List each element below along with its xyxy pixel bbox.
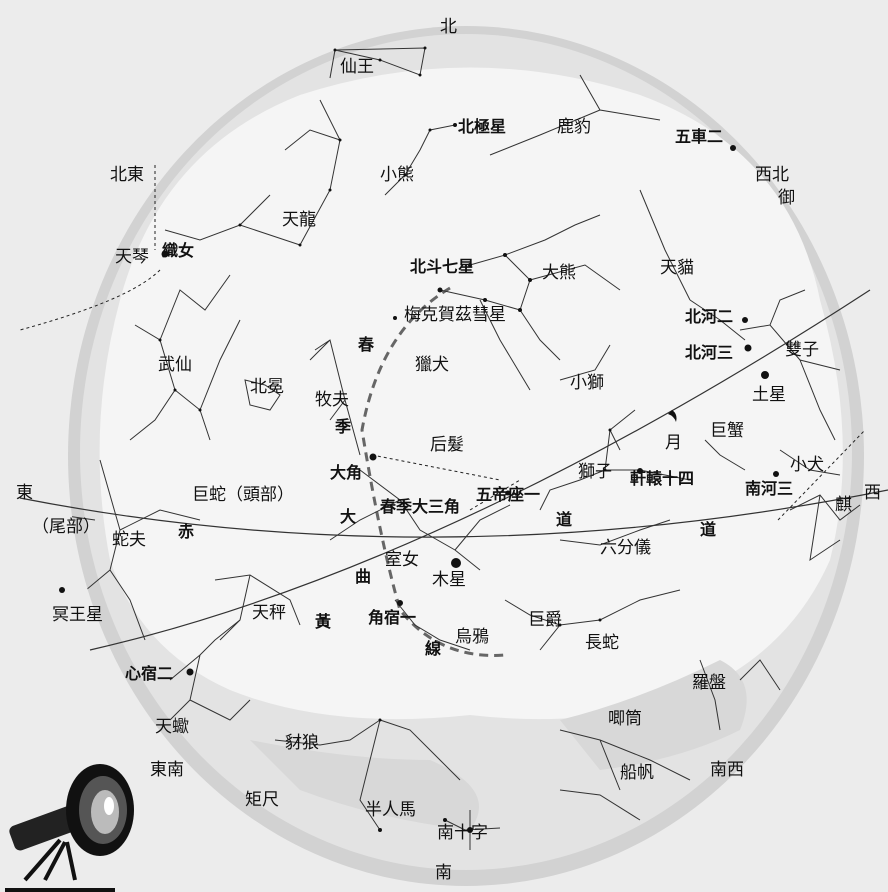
label-castor: 北河二 [685, 307, 733, 326]
northwest-label: 西北 [755, 165, 789, 185]
label-antares: 心宿二 [125, 664, 173, 683]
spring-curve-char-4: 曲 [355, 567, 371, 586]
label-moon: 月 [665, 433, 682, 453]
label-comet: 梅克賀茲彗星 [404, 305, 506, 325]
label-jupiter: 木星 [432, 570, 466, 590]
dashed-lines [19, 165, 866, 521]
label-denebola: 五帝座一 [476, 485, 540, 504]
label-capella: 五車二 [675, 127, 723, 146]
label-draco: 天龍 [282, 210, 316, 230]
label-norma: 矩尺 [245, 790, 279, 810]
label-polaris: 北極星 [458, 117, 506, 136]
star-labels: 北極星 五車二 織女 北斗七星 北河二 北河三 南河三 軒轅十四 五帝座一 大角… [125, 117, 793, 683]
moon-marker [668, 410, 677, 422]
label-bootes: 牧夫 [315, 390, 349, 410]
label-cancer: 巨蟹 [710, 421, 744, 441]
label-sextans: 六分儀 [600, 538, 651, 558]
northeast-label: 北東 [110, 165, 144, 185]
label-corona-borealis: 北冕 [250, 377, 284, 397]
label-antlia: 唧筒 [608, 709, 642, 729]
label-procyon: 南河三 [745, 479, 793, 498]
spring-curve-char-3: 大 [340, 507, 356, 526]
label-leo: 獅子 [578, 462, 612, 482]
label-scorpius: 天蠍 [155, 717, 189, 737]
label-pyxis: 羅盤 [692, 673, 726, 693]
label-arcturus: 大角 [330, 463, 362, 482]
label-hercules: 武仙 [158, 355, 192, 375]
spring-curve-char-1: 春 [357, 335, 375, 354]
spring-curve-char-2: 季 [334, 417, 352, 436]
label-corvus: 烏鴉 [455, 627, 489, 647]
ecliptic-char-1: 黃 [314, 612, 331, 631]
spring-curve [360, 286, 506, 657]
label-serpens-cauda: （尾部） [32, 517, 100, 537]
ecliptic-char-4: 道 [700, 520, 716, 539]
ecliptic-char-2: 赤 [178, 522, 194, 541]
constellation-labels: 仙王 小熊 鹿豹 天龍 大熊 天貓 獵犬 小獅 武仙 北冕 牧夫 后髮 雙子 巨… [32, 57, 852, 843]
label-libra: 天秤 [252, 603, 286, 623]
label-ursa-minor: 小熊 [380, 165, 414, 185]
label-coma-berenices: 后髮 [430, 435, 464, 455]
label-spring-triangle: 春季大三角 [379, 497, 460, 516]
label-gemini: 雙子 [785, 340, 819, 360]
label-pluto: 冥王星 [52, 605, 103, 625]
star-dots [59, 46, 779, 833]
label-serpens-caput: 巨蛇（頭部） [192, 485, 294, 505]
southwest-label: 南西 [710, 760, 744, 780]
label-centaurus: 半人馬 [365, 800, 416, 820]
sky-dome [68, 26, 864, 886]
label-vela: 船帆 [620, 763, 654, 783]
label-lyra: 天琴 [115, 247, 149, 267]
label-saturn: 土星 [752, 385, 786, 405]
label-monoceros: 麒 [835, 495, 852, 515]
label-canes-venatici: 獵犬 [415, 355, 449, 375]
label-crux: 南十字 [437, 823, 488, 843]
east-label: 東 [16, 483, 33, 503]
misc-labels: 春季大三角 梅克賀茲彗星 春 季 大 曲 線 土星 木星 冥王星 月 黃 赤 道… [52, 305, 786, 658]
label-cepheus: 仙王 [340, 57, 374, 77]
label-ophiuchus: 蛇夫 [112, 530, 146, 550]
label-camelopardalis: 鹿豹 [557, 117, 591, 137]
direction-labels: 北 南 東 西 北東 西北 東南 南西 [16, 17, 881, 883]
south-label: 南 [435, 863, 452, 883]
label-lupus: 豺狼 [285, 733, 319, 753]
label-canis-minor: 小犬 [790, 455, 824, 475]
ecliptic-char-3: 道 [556, 510, 572, 529]
label-ursa-major: 大熊 [542, 263, 576, 283]
spring-curve-char-5: 線 [425, 639, 441, 658]
label-vega: 織女 [162, 241, 194, 260]
label-spica: 角宿一 [368, 608, 416, 627]
label-auriga: 御 [778, 188, 795, 208]
southeast-label: 東南 [150, 760, 184, 780]
label-hydra: 長蛇 [585, 633, 619, 653]
north-label: 北 [440, 17, 457, 37]
telescope-icon [5, 764, 134, 892]
label-crater: 巨爵 [528, 610, 562, 630]
label-virgo: 室女 [385, 550, 419, 570]
west-label: 西 [864, 483, 881, 503]
label-leo-minor: 小獅 [570, 373, 604, 393]
label-pollux: 北河三 [685, 343, 733, 362]
label-regulus: 軒轅十四 [630, 469, 694, 488]
ecliptic-lines [19, 289, 888, 651]
label-lynx: 天貓 [660, 258, 694, 278]
label-big-dipper: 北斗七星 [410, 257, 474, 276]
